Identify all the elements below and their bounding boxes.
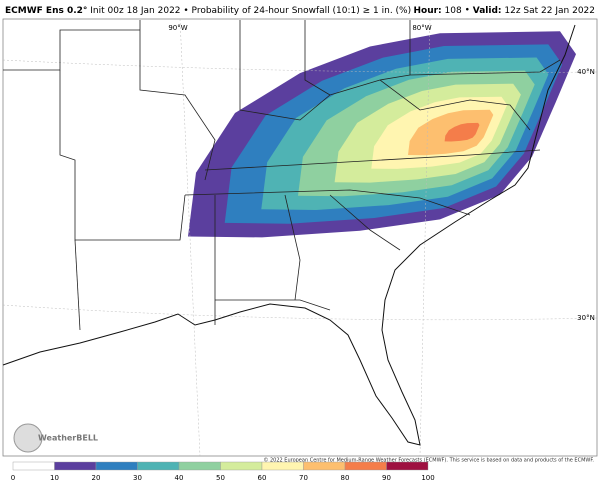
graticule [2, 18, 598, 457]
coastline [2, 24, 576, 446]
state-line [215, 299, 331, 311]
colorbar-tick-label: 80 [341, 474, 350, 482]
colorbar-segment [261, 461, 304, 471]
colorbar-segment [54, 461, 97, 471]
colorbar-tick-label: 40 [175, 474, 184, 482]
state-line [284, 194, 301, 301]
logo: WeatherBELL [38, 434, 98, 443]
header-left: ECMWF Ens 0.2° Init 00z 18 Jan 2022 • Pr… [5, 6, 411, 16]
state-line [139, 20, 216, 181]
colorbar-tick-label: 50 [216, 474, 225, 482]
state-line [3, 29, 140, 71]
logo-globe [13, 423, 43, 453]
valid-label: Valid: [473, 6, 502, 16]
snow-band [444, 122, 480, 142]
colorbar-tick-label: 0 [11, 474, 15, 482]
colorbar-tick-label: 10 [50, 474, 59, 482]
colorbar: 0 10 20 30 40 50 60 70 80 90 100 [11, 461, 435, 482]
colorbar-segment [220, 461, 263, 471]
state-line [329, 194, 401, 251]
state-line [184, 189, 471, 216]
colorbar-segment [344, 461, 387, 471]
model: ECMWF Ens 0.2° [5, 6, 87, 16]
colorbar-tick-label: 20 [92, 474, 101, 482]
lat-label: 30°N [577, 314, 595, 322]
lat-label: 40°N [577, 68, 595, 76]
state-line [204, 149, 541, 171]
colorbar-tick-label: 100 [421, 474, 434, 482]
colorbar-segment [178, 461, 221, 471]
hour-label: Hour: [413, 6, 441, 16]
lon-label: 80°W [412, 24, 431, 32]
state-line [59, 70, 186, 241]
colorbar-tick-label: 60 [258, 474, 267, 482]
meridian [179, 18, 201, 457]
state-line [74, 239, 81, 331]
state-line [239, 20, 411, 121]
colorbar-segment [303, 461, 346, 471]
description: Init 00z 18 Jan 2022 • Probability of 24… [90, 6, 411, 16]
hour: 108 [445, 6, 462, 16]
colorbar-segment [95, 461, 138, 471]
state-lines [3, 20, 561, 331]
parallel [2, 304, 598, 321]
state-line [379, 79, 531, 131]
header-right: Hour: 108 • Valid: 12z Sat 22 Jan 2022 [413, 6, 595, 16]
colorbar-segment [386, 461, 429, 471]
colorbar-tick-label: 30 [133, 474, 142, 482]
state-line [409, 20, 561, 76]
parallel [2, 59, 598, 73]
valid: 12z Sat 22 Jan 2022 [504, 6, 595, 16]
colorbar-tick-label: 70 [299, 474, 308, 482]
snow-bands [188, 31, 576, 238]
colorbar-segment [137, 461, 180, 471]
colorbar-segment [12, 461, 55, 471]
meridian [419, 18, 431, 457]
credit: © 2022 European Centre for Medium-Range … [263, 457, 594, 464]
lon-label: 90°W [168, 24, 187, 32]
colorbar-tick-label: 90 [382, 474, 391, 482]
state-line [304, 20, 331, 96]
